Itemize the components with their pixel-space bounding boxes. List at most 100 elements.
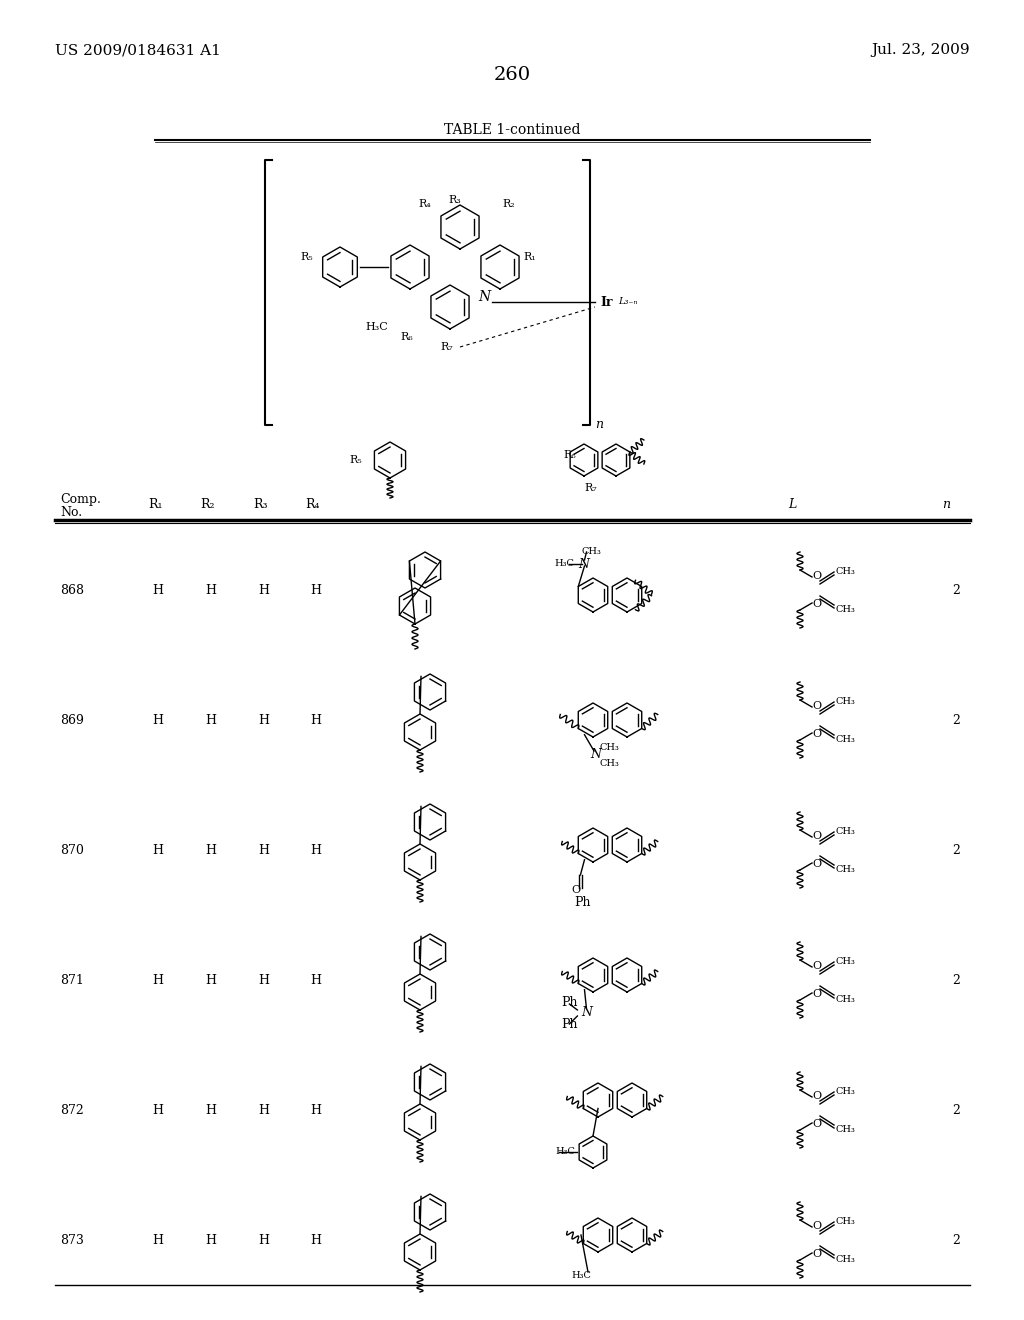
Text: H: H (258, 974, 269, 986)
Text: CH₃: CH₃ (600, 759, 620, 767)
Text: CH₃: CH₃ (835, 957, 855, 965)
Text: No.: No. (60, 507, 82, 520)
Text: 260: 260 (494, 66, 530, 84)
Text: H: H (258, 1233, 269, 1246)
Text: H: H (152, 714, 163, 726)
Text: H: H (310, 974, 321, 986)
Text: 869: 869 (60, 714, 84, 726)
Text: O: O (812, 729, 821, 739)
Text: R₃: R₃ (253, 499, 267, 511)
Text: R₁: R₁ (148, 499, 163, 511)
Text: H: H (310, 1233, 321, 1246)
Text: 2: 2 (952, 583, 959, 597)
Text: CH₃: CH₃ (835, 734, 855, 743)
Text: H: H (310, 714, 321, 726)
Text: R₇: R₇ (440, 342, 453, 352)
Text: H: H (152, 1233, 163, 1246)
Text: CH₃: CH₃ (835, 826, 855, 836)
Text: H: H (258, 714, 269, 726)
Text: H: H (205, 1233, 216, 1246)
Text: 2: 2 (952, 974, 959, 986)
Text: 2: 2 (952, 1104, 959, 1117)
Text: CH₃: CH₃ (582, 548, 601, 557)
Text: TABLE 1-continued: TABLE 1-continued (443, 123, 581, 137)
Text: O: O (812, 1249, 821, 1259)
Text: 2: 2 (952, 714, 959, 726)
Text: L₃₋ₙ: L₃₋ₙ (618, 297, 638, 306)
Text: R₆: R₆ (400, 333, 413, 342)
Text: Ir: Ir (600, 296, 612, 309)
Text: H: H (258, 583, 269, 597)
Text: O: O (571, 884, 581, 895)
Text: 871: 871 (60, 974, 84, 986)
Text: CH₃: CH₃ (835, 994, 855, 1003)
Text: O: O (812, 701, 821, 711)
Text: H₃C: H₃C (555, 1147, 574, 1156)
Text: Jul. 23, 2009: Jul. 23, 2009 (871, 44, 970, 57)
Text: H: H (152, 974, 163, 986)
Text: O: O (812, 1092, 821, 1101)
Text: H: H (152, 583, 163, 597)
Text: H: H (258, 1104, 269, 1117)
Text: Ph: Ph (574, 895, 591, 908)
Text: R₄: R₄ (418, 199, 431, 209)
Text: H: H (310, 583, 321, 597)
Text: H: H (205, 974, 216, 986)
Text: R₆: R₆ (563, 450, 575, 459)
Text: O: O (812, 859, 821, 869)
Text: CH₃: CH₃ (835, 1217, 855, 1225)
Text: L: L (788, 499, 797, 511)
Text: CH₃: CH₃ (835, 566, 855, 576)
Text: R₂: R₂ (502, 199, 515, 209)
Text: R₅: R₅ (300, 252, 312, 261)
Text: H: H (205, 714, 216, 726)
Text: H: H (152, 1104, 163, 1117)
Text: R₇: R₇ (584, 483, 597, 492)
Text: Comp.: Comp. (60, 494, 101, 507)
Text: O: O (812, 961, 821, 972)
Text: N: N (582, 1006, 593, 1019)
Text: 873: 873 (60, 1233, 84, 1246)
Text: 872: 872 (60, 1104, 84, 1117)
Text: CH₃: CH₃ (835, 865, 855, 874)
Text: N: N (579, 557, 590, 570)
Text: CH₃: CH₃ (835, 697, 855, 705)
Text: 868: 868 (60, 583, 84, 597)
Text: N: N (478, 290, 490, 304)
Text: n: n (595, 418, 603, 432)
Text: H₃C: H₃C (555, 560, 574, 569)
Text: CH₃: CH₃ (835, 1125, 855, 1134)
Text: R₂: R₂ (200, 499, 214, 511)
Text: R₃: R₃ (449, 195, 461, 205)
Text: O: O (812, 572, 821, 581)
Text: O: O (812, 599, 821, 609)
Text: n: n (942, 499, 950, 511)
Text: O: O (812, 989, 821, 999)
Text: H: H (205, 1104, 216, 1117)
Text: O: O (812, 1119, 821, 1129)
Text: H: H (258, 843, 269, 857)
Text: CH₃: CH₃ (600, 742, 620, 751)
Text: US 2009/0184631 A1: US 2009/0184631 A1 (55, 44, 221, 57)
Text: H: H (205, 843, 216, 857)
Text: CH₃: CH₃ (835, 605, 855, 614)
Text: O: O (812, 1221, 821, 1232)
Text: CH₃: CH₃ (835, 1254, 855, 1263)
Text: N: N (590, 748, 601, 762)
Text: R₅: R₅ (349, 455, 362, 465)
Text: H: H (205, 583, 216, 597)
Text: CH₃: CH₃ (835, 1086, 855, 1096)
Text: H: H (152, 843, 163, 857)
Text: 2: 2 (952, 843, 959, 857)
Text: R₄: R₄ (305, 499, 319, 511)
Text: R₁: R₁ (523, 252, 536, 261)
Text: H₃C: H₃C (365, 322, 388, 333)
Text: 2: 2 (952, 1233, 959, 1246)
Text: Ph: Ph (561, 1018, 578, 1031)
Text: 870: 870 (60, 843, 84, 857)
Text: O: O (812, 832, 821, 841)
Text: H₃C: H₃C (571, 1270, 591, 1279)
Text: H: H (310, 1104, 321, 1117)
Text: Ph: Ph (561, 995, 578, 1008)
Text: H: H (310, 843, 321, 857)
